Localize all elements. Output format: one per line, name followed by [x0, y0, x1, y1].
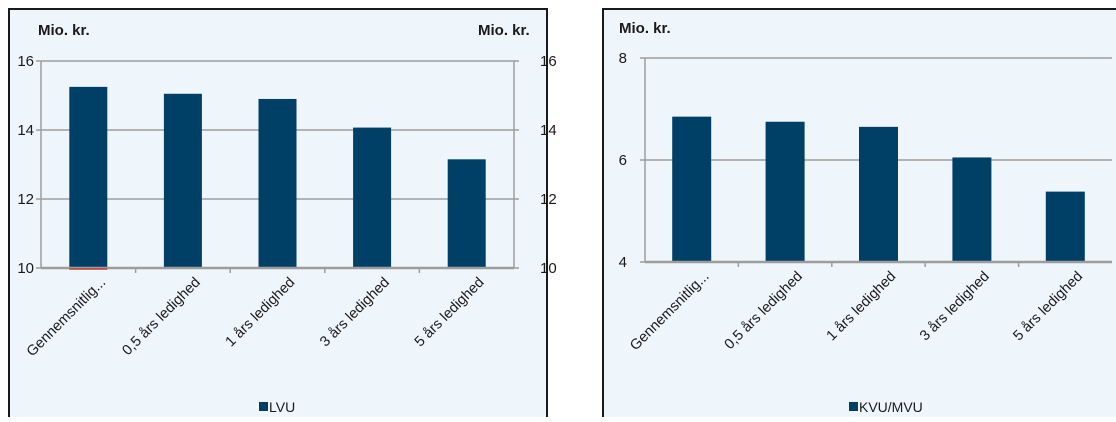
legend-swatch [259, 402, 268, 411]
bar [859, 126, 898, 262]
y-tick-label: 4 [619, 254, 627, 271]
y-axis-label-left: Mio. kr. [619, 20, 671, 37]
y-tick-label: 8 [619, 50, 627, 67]
legend: LVU [259, 399, 295, 415]
y-axis-label-right: Mio. kr. [478, 22, 530, 39]
axes [640, 57, 1112, 267]
bar [672, 116, 712, 263]
bar [765, 121, 805, 262]
bar [258, 98, 297, 268]
tick-labels: 10 10 12 12 14 14 16 16 [17, 53, 556, 277]
legend-label: LVU [269, 399, 295, 415]
y-tick-label-right: 10 [540, 260, 557, 277]
y-tick-label-right: 14 [540, 122, 557, 139]
y-tick-label: 12 [17, 191, 34, 208]
chart-panel-kvu-mvu: Mio. kr. 468 Gennemsnitlig... 0,5 års led… [602, 8, 1116, 422]
bar-group [672, 116, 1085, 263]
y-tick-label-right: 16 [540, 53, 557, 70]
y-tick-label: 10 [17, 260, 34, 277]
axes [36, 60, 519, 273]
legend-swatch [849, 402, 858, 411]
bar-group [69, 86, 486, 269]
bar [163, 93, 202, 269]
y-tick-label: 14 [17, 122, 34, 139]
y-tick-label: 6 [619, 152, 627, 169]
bar [69, 86, 108, 268]
bar [447, 159, 486, 268]
bar [1045, 191, 1085, 262]
bar [952, 157, 992, 262]
legend-label: KVU/MVU [859, 399, 923, 415]
y-tick-label: 16 [17, 53, 34, 70]
y-tick-label-right: 12 [540, 191, 557, 208]
bar [353, 127, 392, 269]
legend: KVU/MVU [849, 399, 923, 415]
y-axis-label-left: Mio. kr. [38, 22, 90, 39]
tick-labels: 4 6 8 [619, 50, 627, 271]
